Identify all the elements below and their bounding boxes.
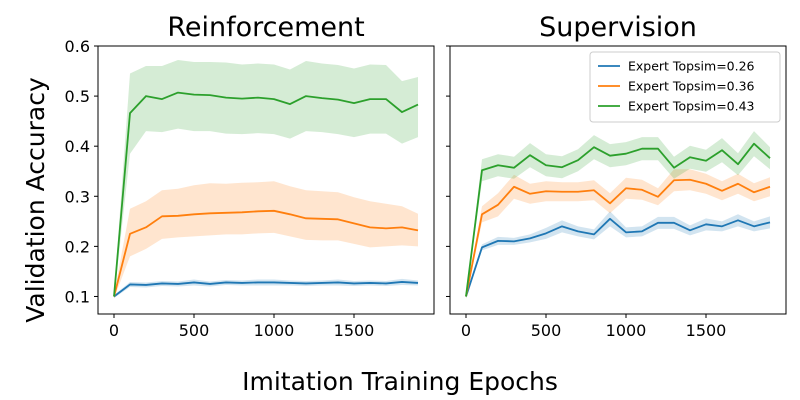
panel-reinforcement: 0 500 1000 1500 0.1 0.2 0.3 0.4 0.5 0.6 Reinforc… [65,12,435,340]
series-line-1 [465,217,771,297]
y-tick-label: 0.5 [65,87,90,106]
x-tick-label: 500 [531,321,562,340]
panel-supervision: 0 500 1000 1500 Supervision Expert Topsim=0… [446,12,787,340]
x-axis-label: Imitation Training Epochs [242,367,558,396]
confidence-band-3 [466,131,770,299]
y-tick-label: 0.3 [65,187,90,206]
y-tick-label: 0.4 [65,137,90,156]
confidence-band-3 [114,60,418,299]
axes-frame [97,45,435,315]
x-tick-label: 500 [179,321,210,340]
panel-title: Reinforcement [167,12,364,43]
x-tick-label: 0 [109,321,119,340]
axes-frame [449,45,787,315]
x-tick-label: 1000 [254,321,295,340]
confidence-band-2 [466,169,770,299]
series-line-3 [465,142,771,297]
panel-title: Supervision [539,12,697,43]
x-tick-label: 1000 [606,321,647,340]
series-line-2 [113,209,419,297]
series-line-1 [113,281,419,298]
y-tick-label: 0.2 [65,237,90,256]
x-tick-label: 1500 [334,321,375,340]
y-tick-label: 0.6 [65,37,90,56]
series-line-3 [113,91,419,297]
x-tick-label: 0 [461,321,471,340]
legend: Expert Topsim=0.26 Expert Topsim=0.36 Expe… [589,51,781,123]
legend-label-3: Expert Topsim=0.43 [628,99,755,114]
legend-label-2: Expert Topsim=0.36 [628,79,755,94]
confidence-band-1 [466,211,770,299]
y-axis-label: Validation Accuracy [21,77,50,323]
legend-label-1: Expert Topsim=0.26 [628,59,755,74]
series-line-2 [465,178,771,297]
x-tick-label: 1500 [686,321,727,340]
y-tick-label: 0.1 [65,287,90,306]
confidence-band-2 [114,181,418,299]
